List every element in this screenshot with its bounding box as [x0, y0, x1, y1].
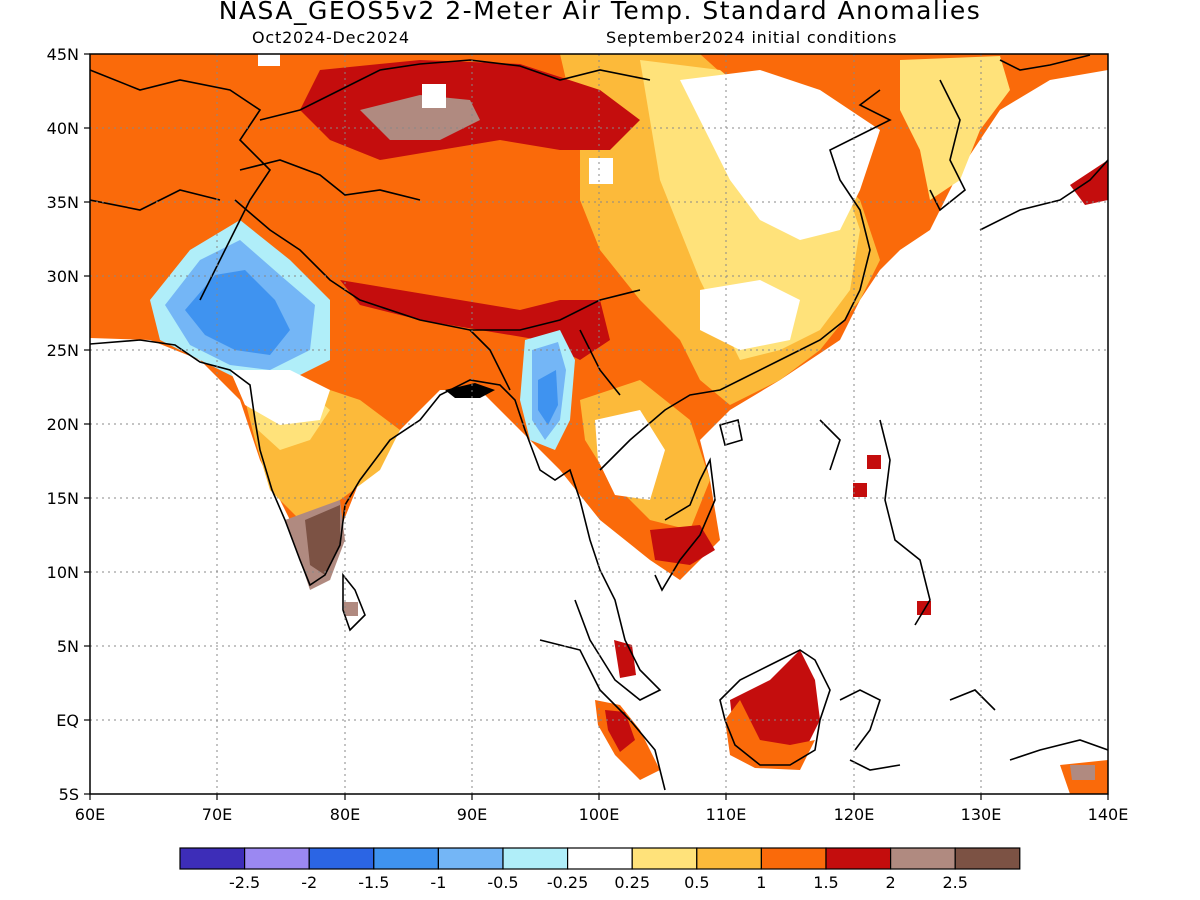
colorbar-label: -0.5 [487, 873, 518, 892]
anomaly-region-borneo-edge [725, 700, 815, 770]
anomaly-region-neutral-south-china [700, 280, 800, 350]
anomaly-cell-sri-lanka [344, 602, 358, 616]
lon-label: 60E [75, 805, 105, 824]
lat-label: 10N [47, 563, 79, 582]
colorbar-swatch [373, 847, 439, 870]
lon-label: 120E [834, 805, 875, 824]
missing-data-cell-2 [589, 158, 613, 184]
lat-label: 35N [47, 193, 79, 212]
colorbar-swatch [954, 847, 1021, 870]
lat-label: 15N [47, 489, 79, 508]
colorbar-swatch [696, 847, 762, 870]
anomaly-region-indochina-faint [595, 410, 665, 500]
lon-label: 130E [961, 805, 1002, 824]
colorbar-swatch [308, 847, 375, 870]
colorbar-label: -0.25 [547, 873, 588, 892]
anomaly-cell-luzon-west [853, 483, 867, 497]
map-title: NASA_GEOS5v2 2-Meter Air Temp. Standard … [218, 0, 982, 25]
colorbar-labels: -2.5 -2 -1.5 -1 -0.5 -0.25 0.25 0.5 1 1.5 2 2.5 [229, 873, 968, 892]
axis-ticks [84, 53, 1109, 800]
colorbar-swatch [889, 847, 956, 870]
colorbar-label: -1.5 [358, 873, 389, 892]
colorbar-swatch [631, 847, 698, 870]
anomaly-region-cambodia [650, 525, 715, 565]
gridlines [90, 54, 1108, 794]
colorbar-label: 2 [886, 873, 896, 892]
forecast-period: Oct2024-Dec2024 [252, 28, 410, 47]
anomaly-region-new-guinea-extreme [1070, 765, 1095, 780]
lon-label: 140E [1088, 805, 1129, 824]
anomaly-cell-luzon [867, 455, 881, 469]
anomaly-region-mongolia-extreme [360, 95, 480, 140]
lon-label: 70E [202, 805, 232, 824]
colorbar-swatch [760, 847, 827, 870]
anomaly-field [90, 54, 1108, 794]
lat-label: EQ [56, 711, 79, 730]
colorbar-swatch [502, 847, 569, 870]
lat-label: 20N [47, 415, 79, 434]
lon-label: 100E [579, 805, 620, 824]
anomaly-region-neutral-ne-china [680, 70, 880, 240]
lat-label: 5S [59, 785, 79, 804]
colorbar-label: 1 [756, 873, 766, 892]
anomaly-region-light-east-china [640, 60, 860, 360]
colorbar-swatch [244, 847, 310, 870]
lon-label: 110E [706, 805, 747, 824]
colorbar-swatch [437, 847, 504, 870]
colorbar-label: 0.25 [614, 873, 650, 892]
colorbar-label: 2.5 [942, 873, 967, 892]
delta-region [445, 383, 495, 398]
anomaly-region-myanmar-core [538, 370, 558, 425]
lon-label: 80E [330, 805, 360, 824]
anomaly-region-se-india-max [305, 505, 340, 575]
missing-data-cell-1 [422, 84, 446, 108]
colorbar-label: 0.5 [684, 873, 709, 892]
colorbar-label: -1 [430, 873, 446, 892]
colorbar-label: 1.5 [813, 873, 838, 892]
lat-label: 40N [47, 119, 79, 138]
anomaly-region-pakistan-cold [185, 270, 290, 355]
colorbar-swatch [566, 847, 633, 870]
lat-label: 30N [47, 267, 79, 286]
anomaly-region-white-india [230, 370, 330, 425]
coastlines [90, 54, 1108, 791]
lat-label: 45N [47, 45, 79, 64]
lat-label: 25N [47, 341, 79, 360]
missing-data-cell-3 [258, 54, 280, 66]
colorbar-label: -2.5 [229, 873, 260, 892]
colorbar-label: -2 [301, 873, 317, 892]
colorbar-swatch [825, 847, 892, 870]
lon-label: 90E [457, 805, 487, 824]
initial-conditions: September2024 initial conditions [606, 28, 898, 47]
lat-label: 5N [57, 637, 79, 656]
colorbar-swatch [179, 847, 246, 870]
colorbar [179, 847, 1021, 870]
